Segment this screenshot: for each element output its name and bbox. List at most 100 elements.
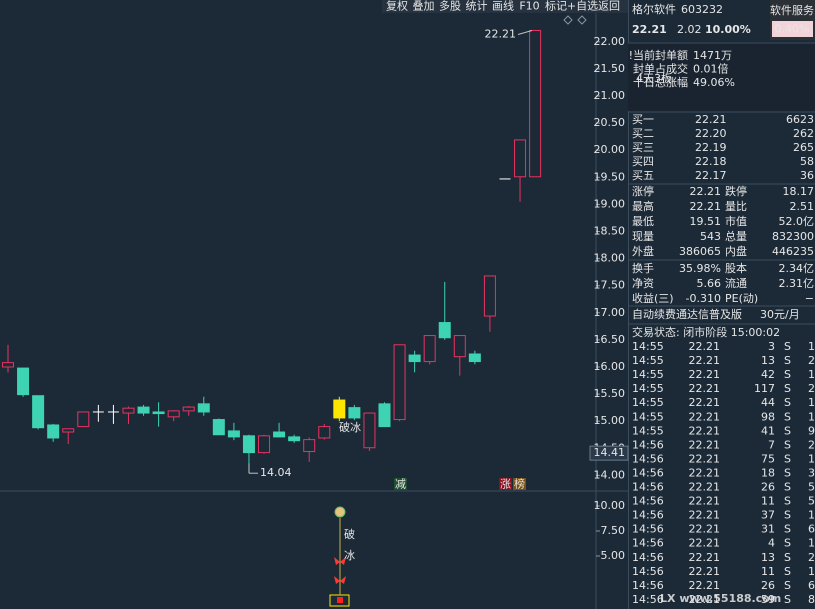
trade-price: 22.21 xyxy=(689,537,721,550)
trade-price: 22.21 xyxy=(689,495,721,508)
axis-price: 14.41 xyxy=(594,446,626,459)
stat-label: 市值 xyxy=(725,214,747,228)
trade-time: 14:55 xyxy=(632,354,664,367)
trade-side: S xyxy=(784,466,791,479)
trade-time: 14:55 xyxy=(632,340,664,353)
stat-value: 19.51 xyxy=(690,215,722,228)
trade-side: S xyxy=(784,537,791,550)
trade-price: 22.21 xyxy=(689,565,721,578)
trade-count: 2 xyxy=(808,551,815,564)
book-volume: 262 xyxy=(793,127,814,140)
toolbar-button[interactable]: +自选 xyxy=(567,0,598,13)
boards: 4天3板 xyxy=(636,71,672,85)
trade-count: 1 xyxy=(808,565,815,578)
candle-body xyxy=(529,29,542,178)
sector: 软件服务 xyxy=(770,3,814,17)
stat-label: 股本 xyxy=(725,261,747,275)
candle-body xyxy=(318,426,331,439)
candle-body xyxy=(17,367,30,396)
trade-volume: 18 xyxy=(761,466,775,479)
stat-label: PE(动) xyxy=(725,292,758,305)
stock-code: 603232 xyxy=(681,3,723,16)
axis-price-box xyxy=(589,445,629,461)
trade-price: 22.21 xyxy=(689,396,721,409)
candle-body xyxy=(303,439,316,453)
y-tick-label: 18.00 xyxy=(594,252,626,265)
seal-value: 1471万 xyxy=(693,49,732,62)
signal-bg xyxy=(513,478,526,490)
signal: 榜 xyxy=(514,477,525,491)
signal: 减 xyxy=(395,478,406,491)
trade-time: 14:56 xyxy=(632,466,664,479)
trade-price: 22.21 xyxy=(689,593,721,606)
trade-side: S xyxy=(784,565,791,578)
promo[interactable]: 自动续费通达信普及版 xyxy=(632,307,742,321)
trade-time: 14:56 xyxy=(632,579,664,592)
trade-price: 22.21 xyxy=(689,410,721,423)
trade-price: 22.21 xyxy=(689,452,721,465)
book-volume: 265 xyxy=(793,141,814,154)
trade-price: 22.21 xyxy=(689,523,721,536)
trade-count: 6 xyxy=(808,523,815,536)
trade-volume: 44 xyxy=(761,396,775,409)
indicator-label: 破 xyxy=(344,527,355,541)
toolbar-button[interactable]: F10 xyxy=(519,0,539,13)
trade-side: S xyxy=(784,593,791,606)
candle-body xyxy=(333,399,346,419)
trade-count: 5 xyxy=(808,481,815,494)
toolbar-button[interactable]: 叠加 xyxy=(413,0,435,13)
trade-side: S xyxy=(784,579,791,592)
trade-count: 3 xyxy=(808,466,815,479)
seal-label: !当前封单额 xyxy=(629,48,688,62)
candle-body xyxy=(197,403,210,413)
promo-price: 30元/月 xyxy=(760,308,800,321)
trade-side: S xyxy=(784,354,791,367)
stat-label: 外盘 xyxy=(632,244,654,258)
y-tick-label: 17.00 xyxy=(594,306,626,319)
book-label: 买一 xyxy=(632,113,654,126)
trade-volume: 117 xyxy=(754,382,775,395)
toolbar-button[interactable]: 返回 xyxy=(598,0,620,13)
candle-body xyxy=(438,322,451,339)
y-tick-label: 17.50 xyxy=(594,279,626,292)
trade-volume: 75 xyxy=(761,452,775,465)
seal-label: 十日总涨幅 xyxy=(633,75,688,89)
stat-value: 52.0亿 xyxy=(779,215,815,228)
stat-label: 流通 xyxy=(725,276,747,290)
toolbar-button[interactable]: 画线 xyxy=(492,0,514,13)
trade-count: 6 xyxy=(808,579,815,592)
trade-time: 14:56 xyxy=(632,509,664,522)
candle-body xyxy=(378,403,391,428)
signal-bg xyxy=(394,478,407,490)
stat-label: 内盘 xyxy=(725,244,747,258)
trade-side: S xyxy=(784,509,791,522)
signal-dot xyxy=(337,597,343,603)
candle-body xyxy=(47,424,60,439)
candle-body xyxy=(77,411,90,428)
toolbar-button[interactable]: 标记 xyxy=(545,0,567,13)
y-tick-label: 19.50 xyxy=(594,170,626,183)
watermark: LX www.55188.com xyxy=(660,592,781,605)
candle-body xyxy=(514,139,527,178)
toolbar-button[interactable]: 复权 xyxy=(386,0,408,13)
stat-label: 涨停 xyxy=(632,184,654,198)
trade-count: 5 xyxy=(808,495,815,508)
stat-label: 现量 xyxy=(632,230,654,243)
book-price: 22.20 xyxy=(695,127,727,140)
trade-price: 22.21 xyxy=(689,509,721,522)
toolbar-button[interactable]: 多股 xyxy=(439,0,461,13)
book-volume: 6623 xyxy=(786,113,814,126)
stat-value: 5.66 xyxy=(697,277,722,290)
trade-count: 8 xyxy=(808,593,815,606)
candle-body xyxy=(453,335,466,358)
trade-volume: 98 xyxy=(761,410,775,423)
trade-time: 14:56 xyxy=(632,438,664,451)
book-price: 22.19 xyxy=(695,141,727,154)
trade-price: 22.21 xyxy=(689,579,721,592)
candle-body xyxy=(363,412,376,449)
candle-body xyxy=(408,354,421,363)
trade-volume: 3 xyxy=(768,340,775,353)
trade-count: 20 xyxy=(808,382,815,395)
toolbar-button[interactable]: 统计 xyxy=(466,0,488,13)
